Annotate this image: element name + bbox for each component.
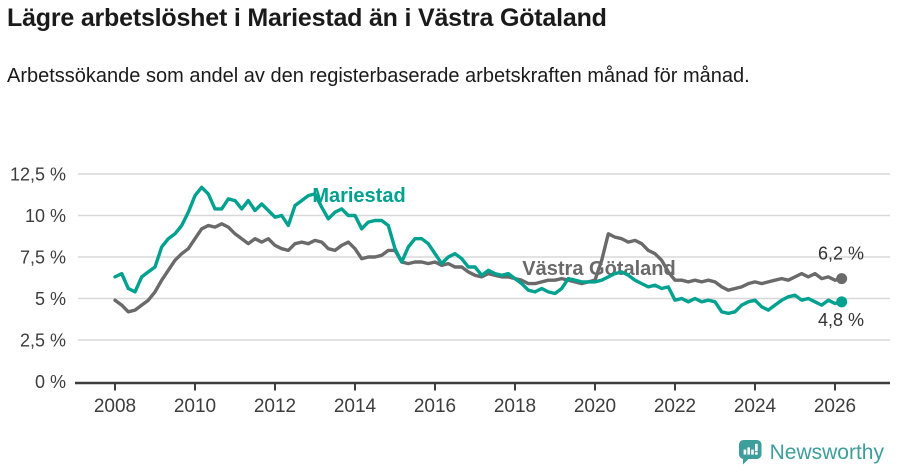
x-tick-label: 2010 [174, 396, 216, 417]
series-end-dot-vastra-gotaland [836, 273, 848, 285]
series-label-mariestad: Mariestad [312, 185, 405, 207]
x-tick-label: 2020 [574, 396, 616, 417]
x-tick-label: 2026 [814, 396, 856, 417]
y-tick-label: 7,5 % [20, 248, 66, 268]
series-end-dot-mariestad [836, 296, 848, 308]
x-tick-label: 2012 [254, 396, 296, 417]
y-tick-label: 12,5 % [10, 165, 66, 185]
x-tick-label: 2014 [334, 396, 377, 417]
y-tick-label: 5 % [35, 289, 66, 309]
y-tick-label: 10 % [25, 206, 66, 226]
end-value-label-mariestad: 4,8 % [818, 310, 864, 330]
newsworthy-logo[interactable]: Newsworthy [738, 440, 884, 465]
x-tick-label: 2008 [94, 396, 136, 417]
series-line-vastra-gotaland [113, 222, 844, 314]
series-label-vastra-gotaland: Västra Götaland [522, 258, 675, 280]
x-tick-label: 2016 [414, 396, 456, 417]
end-value-label-vastra-gotaland: 6,2 % [818, 243, 864, 263]
x-tick-label: 2018 [494, 396, 536, 417]
chart-title: Lägre arbetslöshet i Mariestad än i Väst… [7, 4, 607, 32]
chart-subtitle: Arbetssökande som andel av den registerb… [7, 65, 750, 87]
x-tick-label: 2024 [734, 396, 777, 417]
series-line-mariestad [113, 185, 844, 316]
x-tick-label: 2022 [654, 396, 696, 417]
newsworthy-bar-chart-icon [738, 440, 762, 465]
newsworthy-wordmark: Newsworthy [769, 440, 884, 464]
y-tick-label: 2,5 % [20, 331, 66, 351]
y-tick-label: 0 % [35, 372, 66, 392]
